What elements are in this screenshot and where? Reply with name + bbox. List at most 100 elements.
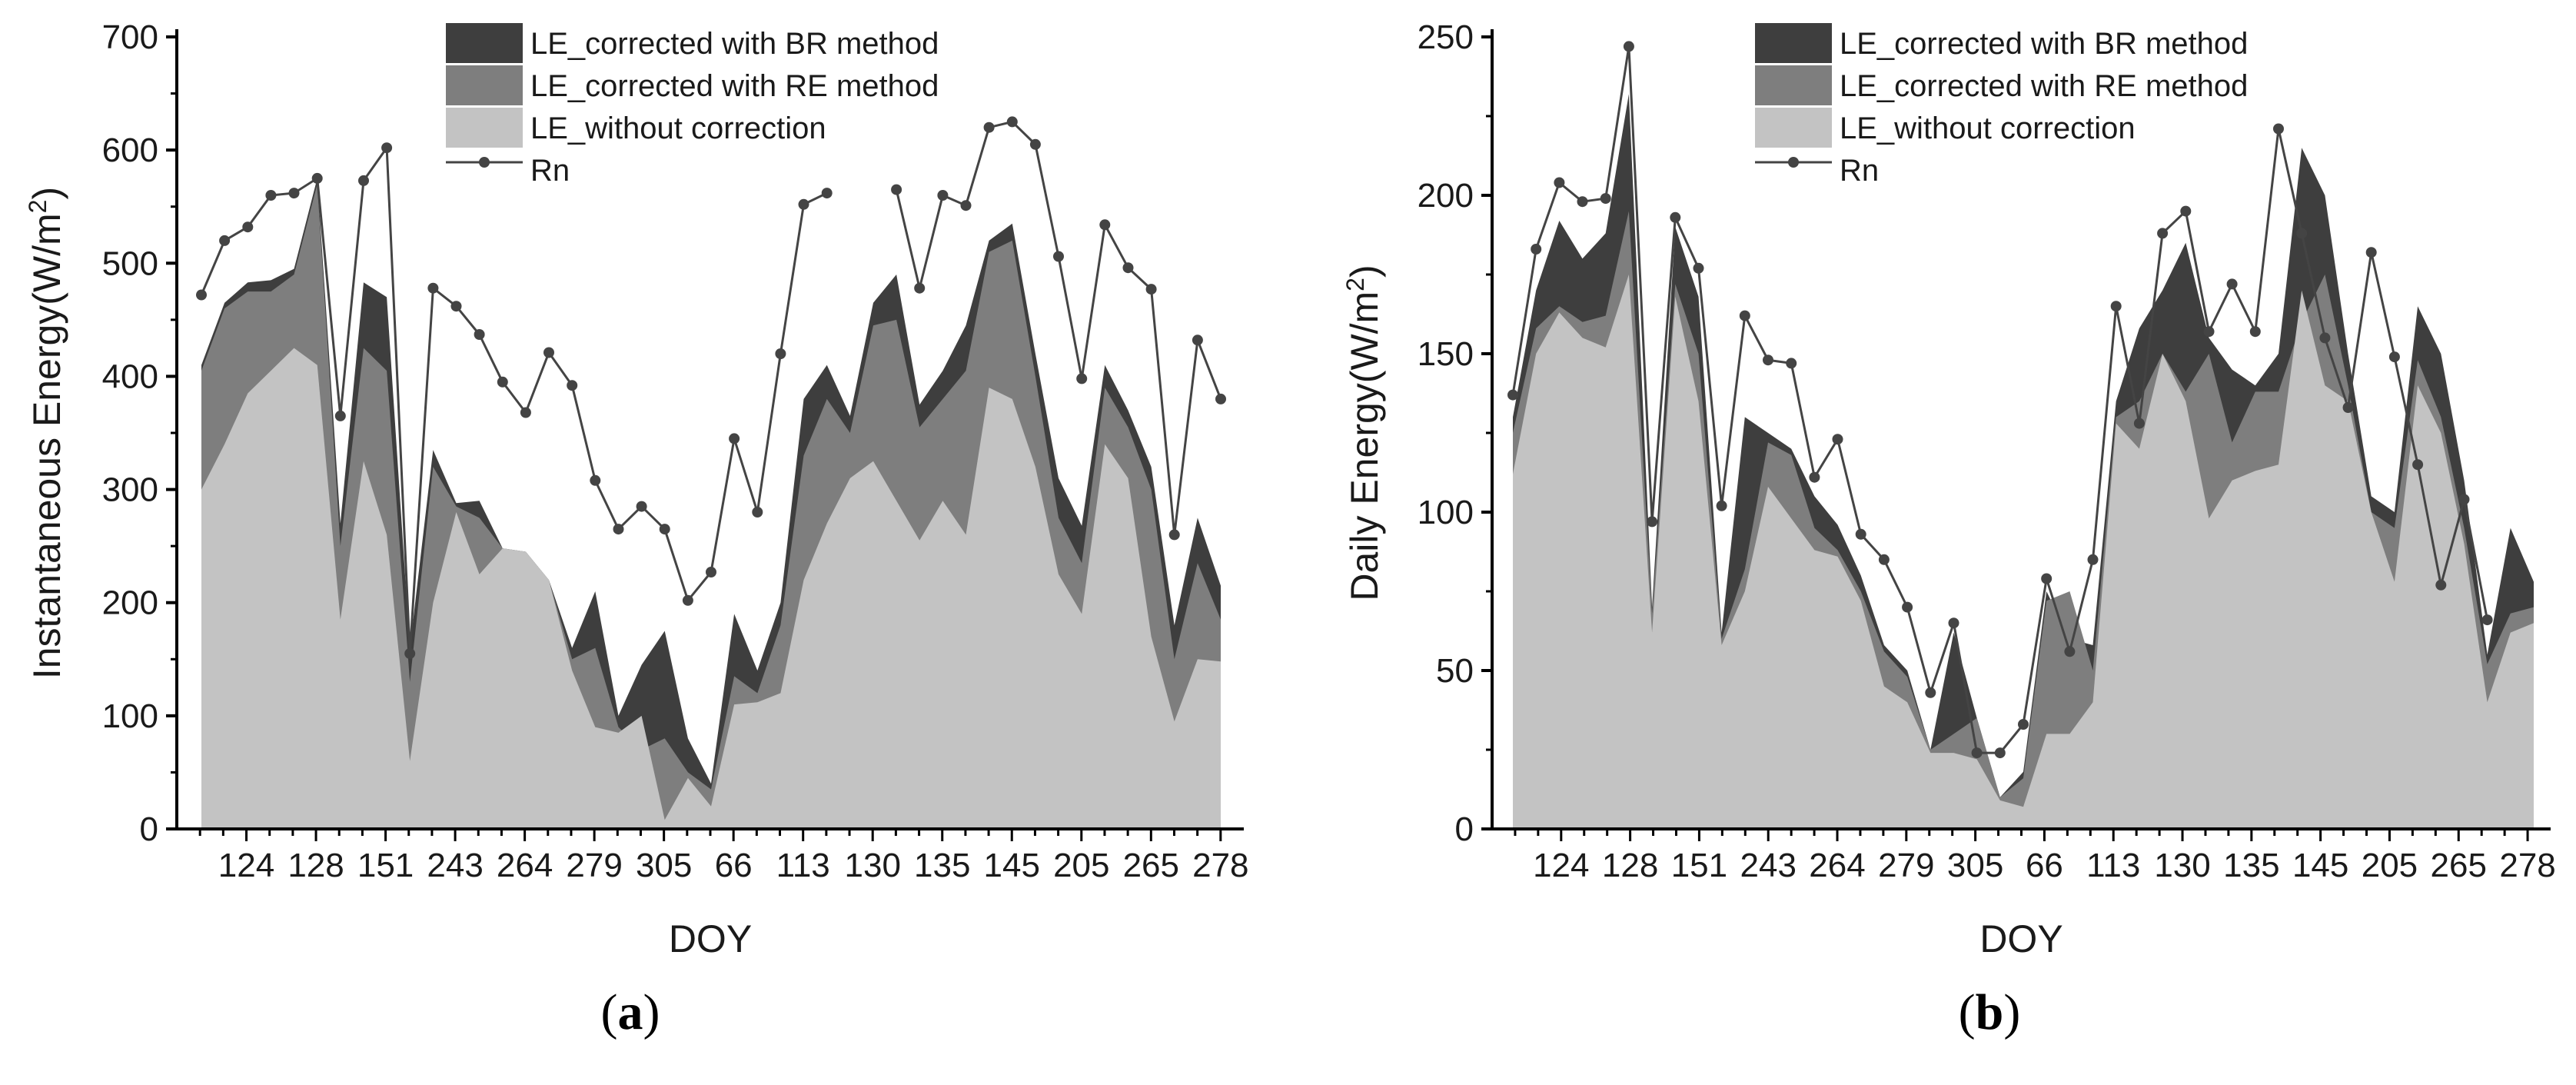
y-axis-title-superscript: 2 (1341, 278, 1369, 291)
rn-point (1763, 354, 1773, 366)
legend-swatch-re (446, 65, 523, 105)
rn-point (1670, 211, 1681, 223)
rn-point (2041, 573, 2052, 584)
y-tick-label: 0 (1455, 810, 1474, 848)
rn-point (1076, 373, 1088, 384)
rn-point (2018, 719, 2029, 730)
y-tick-label: 250 (1418, 18, 1474, 56)
x-axis-title: DOY (1979, 917, 2062, 960)
y-tick-label: 600 (102, 131, 158, 169)
rn-point (636, 501, 647, 512)
rn-point (798, 198, 809, 210)
x-tick-label: 243 (1740, 847, 1797, 884)
x-tick-label: 113 (776, 847, 830, 884)
x-tick-label: 130 (2154, 847, 2210, 884)
x-tick-label: 265 (2431, 847, 2487, 884)
rn-point (1739, 310, 1750, 321)
rn-line (200, 144, 828, 654)
rn-point (613, 524, 624, 535)
panel-a-chart: 0 100 200 300 400 500 600 700 124 128 151 243 264 279… (24, 18, 1249, 1040)
rn-point (2133, 418, 2145, 429)
rn-point (1099, 219, 1111, 231)
rn-point (983, 121, 995, 133)
panel-a-axes: 0 100 200 300 400 500 600 700 124 128 151 243 264 279… (102, 18, 1249, 884)
legend-swatch-rn-marker (479, 157, 490, 168)
area-without-correction (1513, 275, 2534, 829)
legend-swatch-rn-marker (1788, 157, 1799, 168)
y-tick-label: 150 (1418, 335, 1474, 373)
rn-point (752, 507, 763, 518)
x-tick-label: 278 (2499, 847, 2555, 884)
rn-point (2412, 459, 2424, 471)
rn-point (2388, 351, 2400, 363)
x-tick-label: 278 (1192, 847, 1248, 884)
y-axis-title: Instantaneous Energy(W/m2) (24, 187, 68, 679)
panel-label-prefix: ( (1959, 984, 1976, 1040)
rn-point (2249, 326, 2261, 338)
rn-point (381, 142, 393, 154)
rn-point (821, 188, 833, 199)
x-tick-label: 124 (1533, 847, 1589, 884)
x-tick-label: 66 (715, 847, 753, 884)
rn-point (450, 301, 462, 312)
rn-point (1855, 528, 1866, 540)
rn-point (729, 433, 740, 444)
rn-point (334, 410, 346, 421)
panel-b-legend: LE_corrected with BR method LE_corrected… (1755, 23, 2248, 188)
rn-point (2180, 205, 2192, 217)
rn-point (960, 200, 972, 211)
x-tick-label: 145 (984, 847, 1040, 884)
rn-point (590, 474, 601, 486)
rn-point (1192, 334, 1203, 346)
panel-b-axes: 0 50 100 150 200 250 124 128 151 243 264 279 305 66 11… (1418, 18, 2556, 884)
legend-label-wo: LE_without correction (1840, 111, 2136, 145)
rn-point (1623, 41, 1634, 52)
legend-swatch-wo (1755, 108, 1832, 148)
x-tick-label: 66 (2026, 847, 2063, 884)
y-axis-title-close: ) (25, 187, 68, 200)
legend-label-rn: Rn (530, 154, 570, 188)
rn-point (1809, 471, 1820, 483)
rn-point (2110, 301, 2122, 312)
legend-swatch-wo (446, 108, 523, 148)
legend-label-rn: Rn (1840, 154, 1879, 188)
x-tick-label: 128 (1602, 847, 1658, 884)
x-tick-label: 243 (427, 847, 483, 884)
y-axis-title-text: Daily Energy(W/m (1343, 291, 1386, 601)
x-tick-label: 145 (2292, 847, 2348, 884)
area-without-correction (201, 348, 1221, 830)
legend-label-br: LE_corrected with BR method (1840, 27, 2248, 61)
panel-label-letter: b (1976, 984, 2004, 1040)
panel-b-areas (1513, 94, 2534, 830)
rn-point (1122, 262, 1134, 274)
rn-point (2435, 579, 2447, 591)
x-tick-label: 264 (1809, 847, 1865, 884)
rn-point (937, 190, 949, 201)
rn-point (682, 594, 693, 606)
x-tick-label: 264 (497, 847, 553, 884)
x-tick-label: 265 (1123, 847, 1179, 884)
rn-point (242, 221, 254, 233)
panel-b-chart: 0 50 100 150 200 250 124 128 151 243 264 279 305 66 11… (1341, 18, 2556, 1040)
panel-label-suffix: ) (643, 984, 660, 1040)
y-axis-title-superscript: 2 (24, 200, 52, 214)
y-tick-label: 300 (102, 471, 158, 509)
x-tick-label: 128 (288, 847, 344, 884)
legend-swatch-br (446, 23, 523, 63)
panel-a-areas (201, 178, 1221, 830)
rn-point (404, 647, 416, 659)
rn-point (196, 289, 207, 301)
y-axis-title: Daily Energy(W/m2) (1341, 265, 1386, 601)
panel-b-rn-series (1507, 41, 2493, 759)
y-tick-label: 100 (1418, 494, 1474, 531)
y-tick-label: 500 (102, 245, 158, 282)
panel-label-suffix: ) (2003, 984, 2020, 1040)
rn-point (1716, 500, 1727, 511)
rn-point (2226, 278, 2238, 290)
rn-point (497, 376, 508, 388)
y-axis-title-text: Instantaneous Energy(W/m (25, 213, 68, 679)
panel-label-a: (a) (601, 984, 660, 1040)
rn-point (1647, 516, 1658, 528)
x-tick-label: 113 (2086, 847, 2140, 884)
rn-point (1577, 196, 1588, 208)
